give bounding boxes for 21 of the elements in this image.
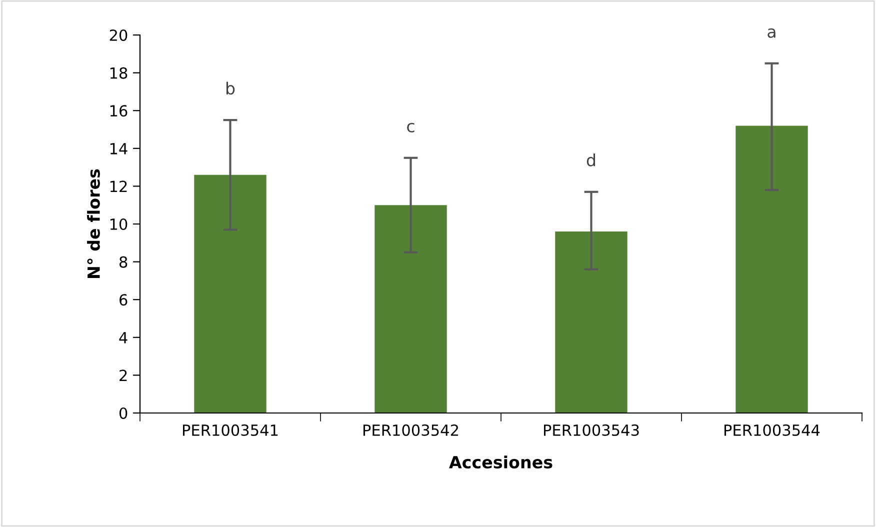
x-tick-label: PER1003541: [182, 424, 278, 436]
y-tick-label: 20: [110, 29, 128, 42]
annotation: a: [768, 28, 776, 38]
y-tick-label: 8: [120, 256, 128, 268]
y-tick-label: 2: [120, 370, 127, 382]
x-tick-label: PER1003542: [363, 424, 458, 436]
x-tick-label: PER1003543: [544, 424, 639, 436]
y-tick-label: 10: [110, 218, 128, 230]
y-axis-title: N° de flores: [87, 169, 100, 278]
y-tick-label: 12: [110, 180, 127, 192]
y-tick-label: 6: [120, 294, 128, 306]
annotation: c: [407, 122, 414, 132]
annotation: d: [586, 154, 596, 166]
annotation: b: [226, 82, 235, 95]
y-tick-label: 14: [110, 143, 128, 154]
x-tick-label: PER1003544: [724, 424, 820, 436]
y-tick-label: 0: [119, 407, 128, 420]
x-axis-title: Accesiones: [449, 456, 552, 468]
y-tick-label: 16: [110, 105, 128, 117]
y-tick-label: 4: [119, 332, 128, 344]
y-tick-label: 18: [110, 67, 128, 79]
